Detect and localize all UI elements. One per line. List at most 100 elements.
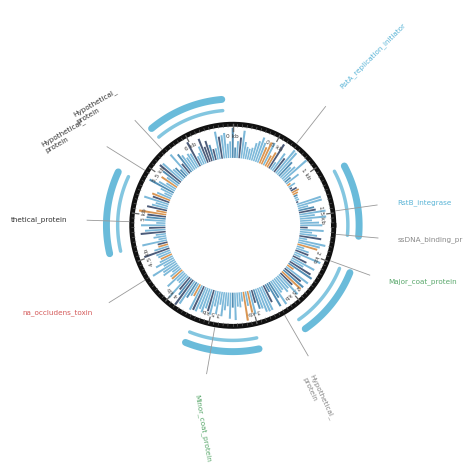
Wedge shape (153, 196, 170, 203)
Wedge shape (247, 291, 253, 313)
Wedge shape (162, 163, 183, 182)
Wedge shape (251, 143, 257, 161)
Wedge shape (149, 179, 174, 193)
Wedge shape (158, 237, 167, 240)
Wedge shape (229, 141, 231, 158)
Wedge shape (152, 204, 168, 210)
Wedge shape (157, 191, 171, 199)
Wedge shape (160, 253, 172, 260)
Wedge shape (298, 241, 320, 248)
Wedge shape (159, 181, 175, 191)
Wedge shape (153, 261, 176, 277)
Wedge shape (257, 143, 266, 163)
Wedge shape (278, 162, 292, 177)
Wedge shape (292, 255, 307, 264)
Wedge shape (172, 269, 183, 280)
Wedge shape (214, 291, 219, 307)
Wedge shape (192, 286, 205, 310)
Wedge shape (147, 214, 166, 218)
Wedge shape (255, 288, 264, 309)
Wedge shape (300, 219, 312, 222)
Wedge shape (251, 290, 256, 303)
Wedge shape (207, 290, 215, 311)
Wedge shape (215, 292, 221, 314)
Wedge shape (284, 268, 301, 282)
Wedge shape (299, 237, 307, 240)
Wedge shape (299, 209, 316, 213)
Wedge shape (163, 264, 179, 276)
Wedge shape (175, 167, 186, 178)
Wedge shape (139, 210, 166, 216)
Wedge shape (214, 131, 221, 159)
Text: ssDNA_binding_pr: ssDNA_binding_pr (398, 237, 463, 243)
Wedge shape (287, 264, 294, 270)
Wedge shape (155, 202, 168, 207)
Wedge shape (189, 285, 203, 310)
Text: RstB_integrase: RstB_integrase (397, 199, 451, 206)
Text: 2.5 kb: 2.5 kb (283, 284, 301, 300)
Wedge shape (278, 274, 298, 295)
Wedge shape (170, 268, 182, 277)
Wedge shape (145, 229, 165, 232)
Wedge shape (163, 170, 180, 184)
Wedge shape (223, 133, 227, 158)
Wedge shape (297, 199, 322, 207)
Wedge shape (293, 194, 298, 197)
Text: Major_coat_protein: Major_coat_protein (388, 279, 457, 285)
Text: Minor_coat_protein: Minor_coat_protein (194, 394, 212, 463)
Wedge shape (280, 273, 293, 285)
Wedge shape (238, 292, 241, 308)
Wedge shape (232, 128, 234, 158)
Wedge shape (261, 286, 273, 310)
Wedge shape (146, 216, 166, 220)
Wedge shape (268, 144, 285, 169)
Wedge shape (288, 182, 295, 188)
Text: 5.5 kb: 5.5 kb (152, 166, 167, 183)
Wedge shape (234, 292, 237, 320)
Wedge shape (193, 284, 201, 296)
Text: 1.5 kb: 1.5 kb (318, 205, 325, 224)
Wedge shape (149, 227, 165, 229)
Wedge shape (296, 247, 309, 254)
Wedge shape (178, 274, 187, 283)
Wedge shape (253, 141, 261, 162)
Wedge shape (166, 177, 179, 186)
Wedge shape (266, 283, 282, 307)
Wedge shape (219, 292, 223, 305)
Text: 3.5 kb: 3.5 kb (202, 307, 221, 317)
Wedge shape (205, 289, 213, 309)
Wedge shape (292, 188, 299, 193)
Wedge shape (289, 261, 311, 275)
Text: RstA_replication_initiator: RstA_replication_initiator (338, 22, 407, 91)
Wedge shape (234, 147, 236, 158)
Wedge shape (300, 229, 324, 232)
Wedge shape (266, 152, 277, 168)
Wedge shape (154, 246, 169, 252)
Wedge shape (156, 222, 165, 224)
Wedge shape (243, 292, 249, 321)
Wedge shape (282, 166, 296, 180)
Text: na_occludens_toxin: na_occludens_toxin (22, 310, 92, 317)
Text: 0.5 kb: 0.5 kb (265, 140, 283, 153)
Wedge shape (164, 259, 175, 267)
Wedge shape (297, 246, 304, 249)
Wedge shape (275, 277, 289, 292)
Wedge shape (141, 224, 165, 226)
Wedge shape (240, 131, 246, 158)
Wedge shape (159, 164, 182, 183)
Wedge shape (204, 141, 213, 162)
Wedge shape (141, 231, 166, 235)
Text: Hypothetical_
protein: Hypothetical_ protein (302, 374, 335, 424)
Wedge shape (300, 224, 322, 226)
Wedge shape (204, 146, 210, 162)
Wedge shape (294, 196, 298, 199)
Wedge shape (245, 147, 249, 159)
Text: thetical_protein: thetical_protein (11, 216, 67, 223)
Wedge shape (187, 154, 197, 169)
Wedge shape (247, 149, 251, 160)
Wedge shape (201, 288, 210, 313)
Wedge shape (253, 289, 261, 309)
Wedge shape (232, 292, 234, 308)
Wedge shape (249, 147, 254, 160)
Wedge shape (261, 142, 273, 164)
